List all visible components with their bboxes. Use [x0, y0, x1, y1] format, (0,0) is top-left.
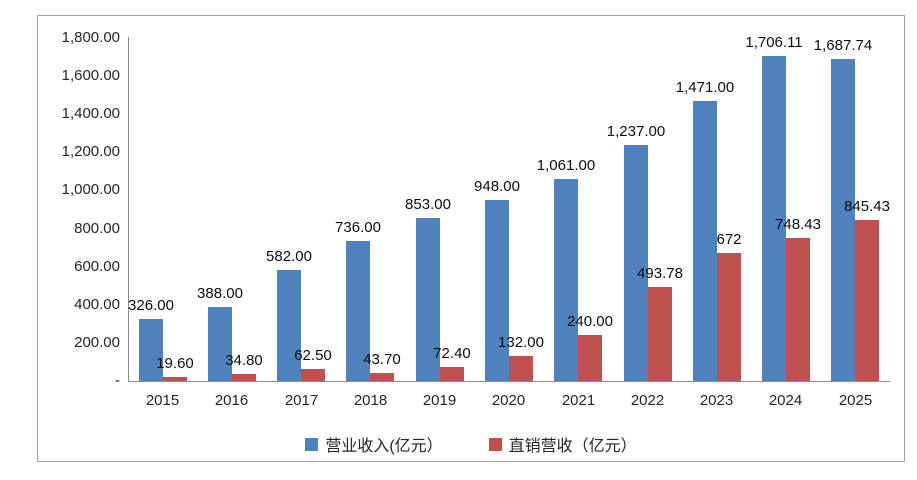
data-label-revenue-2018: 736.00 — [335, 219, 381, 236]
y-axis-tick-label: - — [115, 372, 120, 389]
data-label-revenue-2024: 1,706.11 — [745, 34, 803, 51]
chart-legend: 营业收入(亿元） 直销营收（亿元） — [37, 432, 905, 456]
bar-direct-sales-2017 — [301, 369, 325, 381]
bar-revenue-2017 — [277, 270, 301, 381]
y-axis-line — [128, 37, 129, 382]
data-label-direct-sales-2024: 748.43 — [775, 216, 821, 233]
data-label-direct-sales-2021: 240.00 — [567, 313, 613, 330]
y-axis-tick-label: 400.00 — [74, 296, 120, 313]
chart-frame — [37, 15, 905, 462]
bar-revenue-2016 — [208, 307, 232, 381]
legend-label-revenue: 营业收入(亿元） — [325, 438, 443, 455]
legend-label-direct-sales: 直销营收（亿元） — [508, 438, 637, 455]
data-label-direct-sales-2023: 672 — [716, 231, 742, 248]
x-axis-tick-label-2020: 2020 — [491, 392, 526, 409]
legend-swatch-direct-sales-icon — [488, 437, 502, 451]
x-axis-tick-label-2018: 2018 — [353, 392, 388, 409]
bar-direct-sales-2020 — [509, 356, 533, 381]
data-label-revenue-2019: 853.00 — [405, 196, 451, 213]
data-label-direct-sales-2017: 62.50 — [294, 347, 332, 364]
x-axis-line — [128, 381, 890, 382]
x-axis-tick-label-2025: 2025 — [838, 392, 873, 409]
data-label-direct-sales-2025: 845.43 — [844, 198, 890, 215]
x-axis-tick-label-2017: 2017 — [284, 392, 319, 409]
bar-direct-sales-2023 — [717, 253, 741, 381]
bar-direct-sales-2015 — [163, 377, 187, 381]
data-label-revenue-2015: 326.00 — [128, 297, 174, 314]
x-axis-tick-label-2022: 2022 — [630, 392, 665, 409]
y-axis-tick-label: 1,600.00 — [61, 67, 120, 84]
data-label-direct-sales-2018: 43.70 — [363, 351, 401, 368]
x-axis-tick-label-2019: 2019 — [422, 392, 457, 409]
y-axis-tick-label: 800.00 — [74, 220, 120, 237]
data-label-revenue-2020: 948.00 — [474, 178, 520, 195]
y-axis-tick-label: 600.00 — [74, 258, 120, 275]
x-axis-tick-label-2023: 2023 — [699, 392, 734, 409]
legend-swatch-revenue-icon — [305, 437, 319, 451]
bar-revenue-2023 — [693, 101, 717, 381]
bar-revenue-2025 — [831, 59, 855, 381]
data-label-revenue-2025: 1,687.74 — [813, 37, 873, 54]
bar-direct-sales-2022 — [648, 287, 672, 381]
data-label-direct-sales-2015: 19.60 — [156, 355, 194, 372]
x-axis-tick-label-2021: 2021 — [561, 392, 596, 409]
y-axis-tick-label: 1,200.00 — [61, 143, 120, 160]
data-label-revenue-2021: 1,061.00 — [536, 157, 596, 174]
bar-revenue-2022 — [624, 145, 648, 381]
data-label-revenue-2017: 582.00 — [266, 248, 312, 265]
bar-revenue-2021 — [554, 179, 578, 381]
bar-direct-sales-2024 — [786, 238, 810, 381]
x-axis-tick-label-2016: 2016 — [214, 392, 249, 409]
bar-direct-sales-2018 — [370, 373, 394, 381]
bar-direct-sales-2016 — [232, 374, 256, 381]
bar-revenue-2018 — [346, 241, 370, 381]
data-label-revenue-2016: 388.00 — [197, 285, 243, 302]
bar-direct-sales-2019 — [440, 367, 464, 381]
bar-revenue-2024 — [762, 56, 786, 381]
y-axis-tick-label: 1,000.00 — [61, 181, 120, 198]
x-axis-tick-label-2024: 2024 — [768, 392, 803, 409]
x-axis-tick-label-2015: 2015 — [145, 392, 180, 409]
bar-revenue-2015 — [139, 319, 163, 381]
y-axis-tick-label: 1,800.00 — [61, 29, 120, 46]
data-label-direct-sales-2016: 34.80 — [225, 352, 263, 369]
data-label-revenue-2023: 1,471.00 — [675, 79, 735, 96]
y-axis-tick-label: 1,400.00 — [61, 105, 120, 122]
data-label-revenue-2022: 1,237.00 — [606, 123, 666, 140]
data-label-direct-sales-2019: 72.40 — [433, 345, 471, 362]
bar-revenue-2020 — [485, 200, 509, 381]
bar-direct-sales-2025 — [855, 220, 879, 381]
bar-revenue-2019 — [416, 218, 440, 381]
legend-item-direct-sales: 直销营收（亿元） — [488, 432, 637, 456]
legend-item-revenue: 营业收入(亿元） — [305, 432, 443, 456]
y-axis-tick-label: 200.00 — [74, 334, 120, 351]
data-label-direct-sales-2022: 493.78 — [637, 265, 683, 282]
data-label-direct-sales-2020: 132.00 — [498, 334, 544, 351]
bar-direct-sales-2021 — [578, 335, 602, 381]
